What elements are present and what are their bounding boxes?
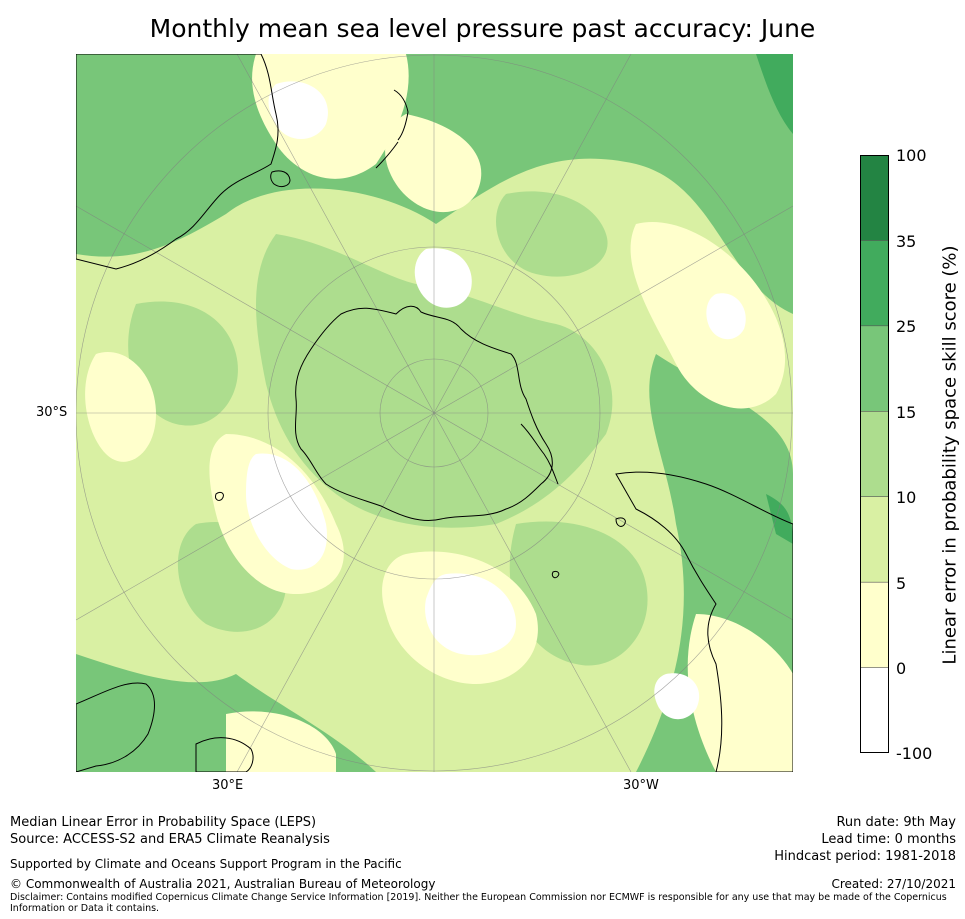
island-outline	[215, 491, 224, 501]
colorbar-tick: 25	[896, 317, 917, 336]
footer-left: Median Linear Error in Probability Space…	[10, 814, 330, 848]
colorbar-tick: 15	[896, 403, 917, 422]
skill-region-0-5	[385, 114, 482, 213]
skill-region-negative	[268, 81, 328, 139]
australia-outline	[76, 54, 279, 270]
south-america-outline	[615, 471, 793, 772]
skill-region-negative	[246, 453, 327, 570]
skill-region-10-15	[496, 191, 608, 277]
colorbar-tick: 0	[896, 659, 907, 678]
colorbar-tick: 10	[896, 488, 917, 507]
colorbar-tick: 5	[896, 574, 907, 593]
latitude-label-30s: 30°S	[36, 405, 68, 420]
skill-region-0-5	[687, 614, 793, 772]
colorbar-bin	[860, 411, 889, 498]
colorbar	[860, 155, 889, 753]
new-zealand-north-outline	[393, 89, 409, 141]
colorbar-tick: -100	[896, 744, 933, 763]
skill-region-0-5	[85, 352, 156, 462]
madagascar-outline	[195, 737, 254, 772]
colorbar-bin	[860, 325, 889, 412]
created-date: Created: 27/10/2021	[831, 877, 956, 891]
skill-region-negative	[706, 293, 746, 340]
colorbar-label: Linear error in probability space skill …	[939, 245, 961, 665]
colorbar-bin	[860, 582, 889, 669]
antarctic-peninsula-outline	[520, 423, 559, 485]
method-text: Median Linear Error in Probability Space…	[10, 815, 317, 830]
skill-region-25-35	[766, 494, 793, 544]
colorbar-bin	[860, 667, 889, 753]
longitude-label-30w: 30°W	[623, 778, 659, 793]
falkland-islands-outline	[615, 517, 626, 527]
coastlines	[76, 54, 793, 772]
copyright-text: © Commonwealth of Australia 2021, Austra…	[10, 877, 436, 891]
run-date: Run date: 9th May	[836, 815, 956, 830]
footer-right: Run date: 9th May Lead time: 0 months Hi…	[774, 814, 956, 865]
colorbar-bin	[860, 496, 889, 583]
skill-region-10-15	[128, 301, 238, 426]
graticule	[76, 54, 793, 772]
island-outline	[551, 571, 560, 579]
new-zealand-south-outline	[375, 141, 399, 169]
disclaimer: Disclaimer: Contains modified Copernicus…	[10, 892, 950, 914]
longitude-label-30e: 30°E	[212, 778, 244, 793]
skill-region-negative	[414, 248, 472, 308]
source-text: Source: ACCESS-S2 and ERA5 Climate Reana…	[10, 832, 330, 847]
colorbar-bin	[860, 155, 889, 241]
chart-title: Monthly mean sea level pressure past acc…	[149, 14, 816, 43]
colorbar-border	[860, 155, 889, 753]
tasmania-outline	[270, 170, 291, 188]
skill-region-10-15	[509, 521, 648, 666]
disclaimer-line: Disclaimer: Contains modified Copernicus…	[10, 892, 947, 903]
colorbar-tick: 35	[896, 232, 917, 251]
support-text: Supported by Climate and Oceans Support …	[10, 857, 402, 871]
antarctica-outline	[295, 305, 553, 522]
disclaimer-line: Information or Data it contains.	[10, 903, 160, 914]
skill-region-25-35	[756, 54, 793, 134]
polar-map	[76, 54, 793, 772]
africa-outline	[76, 682, 155, 772]
colorbar-bin	[860, 240, 889, 327]
lead-time: Lead time: 0 months	[821, 832, 956, 847]
skill-region-negative	[425, 573, 516, 656]
colorbar-tick: 100	[896, 146, 927, 165]
skill-region-negative	[654, 673, 700, 720]
hindcast-period: Hindcast period: 1981-2018	[774, 849, 956, 864]
